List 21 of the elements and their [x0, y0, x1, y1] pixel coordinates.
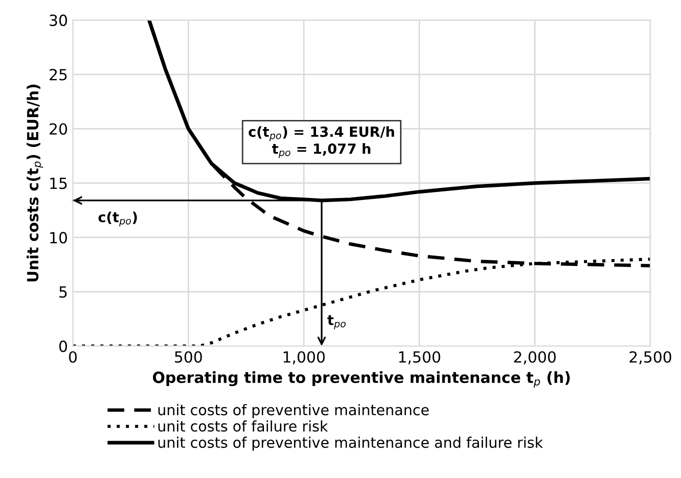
y-tick-label: 25 — [50, 68, 67, 80]
y-axis-title: Unit costs c(t$_{p}$) (EUR/h) — [26, 84, 43, 282]
y-tick-label: 30 — [50, 14, 67, 26]
y-tick-label: 10 — [50, 232, 67, 244]
x-tick-label: 0 — [69, 351, 77, 363]
y-tick-label: 5 — [59, 286, 67, 298]
legend-label: unit costs of failure risk — [158, 420, 328, 432]
ref-line-label: c(t$_{po}$) — [98, 212, 137, 226]
x-tick-label: 1,000 — [284, 351, 325, 364]
y-tick-label: 15 — [50, 178, 67, 190]
x-tick-label: 2,500 — [630, 351, 672, 364]
x-tick-label: 2,000 — [514, 351, 556, 364]
annotation: c(t$_{po}$) = 13.4 EUR/h t$_{po}$ = 1,077 h — [248, 126, 394, 158]
legend-label: unit costs of preventive maintenance — [158, 404, 429, 418]
x-axis-title: Operating time to preventive maintenance t$_{p}$ (h) — [152, 371, 570, 388]
x-tick-label: 1,500 — [399, 351, 440, 364]
y-tick-label: 20 — [50, 123, 67, 135]
annotation: t$_{po}$ — [327, 315, 346, 330]
x-tick-label: 500 — [174, 351, 202, 363]
y-tick-label: 0 — [59, 340, 67, 352]
legend-label: unit costs of preventive maintenance and failure risk — [158, 436, 543, 451]
